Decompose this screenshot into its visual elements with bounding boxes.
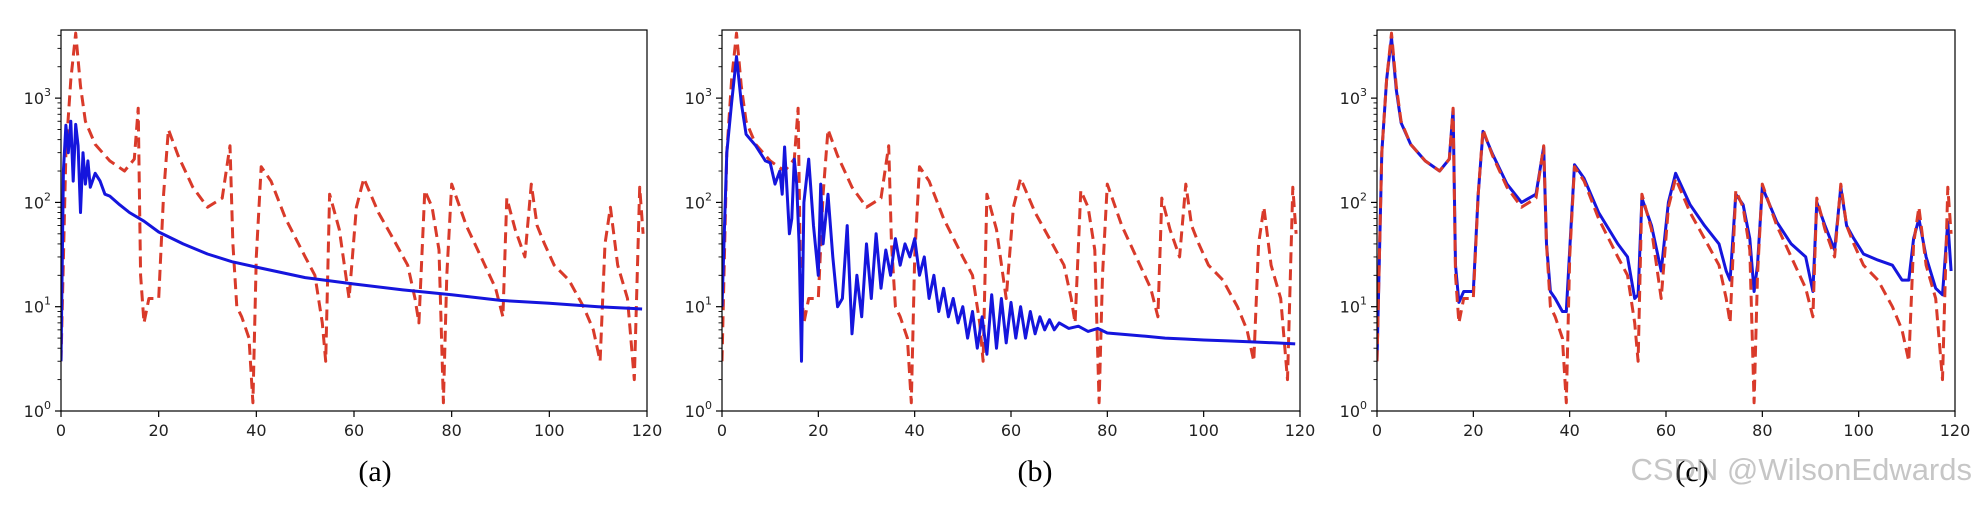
- panel-b-xtick-label: 0: [717, 421, 727, 440]
- panel-a-series-0-line: [61, 31, 645, 405]
- panel-a-xtick-label: 120: [632, 421, 663, 440]
- panel-c-xtick-label: 0: [1372, 421, 1382, 440]
- panel-c-xtick-label: 20: [1463, 421, 1483, 440]
- panel-b-ytick-label: 100: [685, 399, 712, 421]
- panel-b: 0 20 40 60 80 100 120 100 101 102 103: [685, 29, 1316, 440]
- panel-b-series: [722, 31, 1298, 405]
- panel-c-xtick-label: 60: [1656, 421, 1676, 440]
- caption-a: (a): [358, 455, 392, 488]
- panel-a-xtick-label: 60: [344, 421, 364, 440]
- panel-c-series-1-line: [1377, 31, 1953, 405]
- panel-a-ytick-label: 102: [24, 190, 51, 212]
- panel-b-xtick-label: 60: [1001, 421, 1021, 440]
- panel-c-series-0-line: [1377, 36, 1953, 362]
- panel-c-ytick-label: 102: [1340, 190, 1367, 212]
- panel-a-xtick-label: 0: [56, 421, 66, 440]
- panel-b-series-1-line: [722, 55, 1296, 363]
- panel-a: 0 20 40 60 80 100 120 100 101 102 103: [24, 29, 663, 440]
- panel-a-series: [61, 31, 645, 405]
- panel-a-ytick-label: 103: [24, 86, 51, 108]
- panel-b-ytick-label: 102: [685, 190, 712, 212]
- panel-b-xtick-label: 80: [1097, 421, 1117, 440]
- panel-b-ytick-label: 103: [685, 86, 712, 108]
- panel-c: 0 20 40 60 80 100 120 100 101 102 103: [1340, 29, 1971, 440]
- watermark-text: CSDN @WilsonEdwards: [1630, 452, 1972, 487]
- panel-a-series-1-line: [61, 119, 643, 362]
- caption-c: (c): [1675, 455, 1709, 488]
- panel-c-xtick-label: 40: [1559, 421, 1579, 440]
- panel-c-series: [1377, 31, 1953, 405]
- panel-a-ytick-label: 100: [24, 399, 51, 421]
- panel-b-xtick-label: 120: [1285, 421, 1316, 440]
- panel-b-ytick-label: 101: [685, 295, 712, 317]
- panel-b-xtick-label: 100: [1188, 421, 1219, 440]
- panel-a-ytick-label: 101: [24, 295, 51, 317]
- panel-c-ytick-label: 103: [1340, 86, 1367, 108]
- panel-b-xtick-label: 40: [904, 421, 924, 440]
- panel-c-xtick-label: 120: [1940, 421, 1971, 440]
- panel-a-xtick-label: 20: [148, 421, 168, 440]
- panel-c-xtick-label: 100: [1843, 421, 1874, 440]
- panel-b-series-0-line: [722, 31, 1298, 405]
- panel-c-ytick-label: 100: [1340, 399, 1367, 421]
- panel-b-xtick-label: 20: [808, 421, 828, 440]
- panel-a-xtick-label: 80: [441, 421, 461, 440]
- panel-a-xtick-label: 40: [246, 421, 266, 440]
- panel-a-xtick-label: 100: [534, 421, 565, 440]
- panel-c-xtick-label: 80: [1752, 421, 1772, 440]
- caption-b: (b): [1017, 455, 1053, 488]
- panel-c-ytick-label: 101: [1340, 295, 1367, 317]
